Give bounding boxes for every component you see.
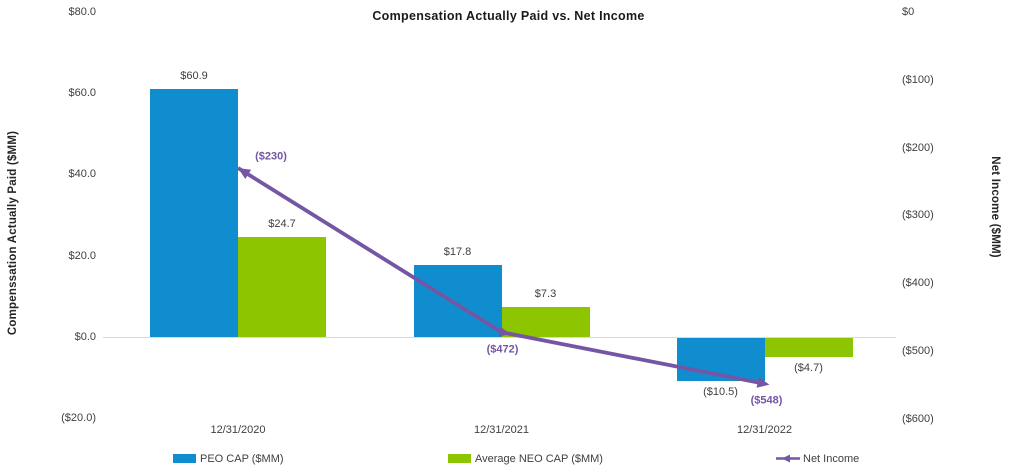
x-axis-label: 12/31/2022 xyxy=(736,424,793,436)
bar-avg-neo-cap-2021 xyxy=(501,307,590,337)
right-axis-tick: ($200) xyxy=(902,141,934,154)
bar-label-avg-neo-cap-2022: ($4.7) xyxy=(794,362,823,375)
bar-label-peo-cap-2020: $60.9 xyxy=(180,70,208,83)
left-axis-tick: $40.0 xyxy=(68,168,96,181)
legend-item-net-income: Net Income xyxy=(775,452,859,465)
net-income-label-2022: ($548) xyxy=(750,394,783,407)
legend-item-peo-cap: PEO CAP ($MM) xyxy=(173,452,284,465)
bar-avg-neo-cap-2020 xyxy=(238,236,326,337)
net-income-label-2020: ($230) xyxy=(255,150,287,163)
bar-avg-neo-cap-2022 xyxy=(764,338,853,358)
legend-item-avg-neo-cap-swatch-icon xyxy=(448,454,471,463)
left-axis-tick: $60.0 xyxy=(68,87,96,100)
left-axis-tick: ($20.0) xyxy=(61,412,96,425)
x-axis-line xyxy=(103,337,896,338)
net-income-label-2021: ($472) xyxy=(486,343,519,356)
x-axis-label: 12/31/2021 xyxy=(473,424,530,436)
right-axis-tick: ($100) xyxy=(902,73,934,86)
legend-item-net-income-line-arrow-icon xyxy=(776,454,800,463)
right-axis-tick: ($400) xyxy=(902,277,934,290)
bar-label-avg-neo-cap-2020: $24.7 xyxy=(268,217,296,230)
left-axis-tick: $20.0 xyxy=(68,249,96,262)
legend-item-peo-cap-swatch-icon xyxy=(173,454,196,463)
right-axis-tick: $0 xyxy=(902,6,915,18)
legend-item-avg-neo-cap-label: Average NEO CAP ($MM) xyxy=(475,452,603,465)
bar-label-peo-cap-2022: ($10.5) xyxy=(703,385,738,398)
legend-item-peo-cap-label: PEO CAP ($MM) xyxy=(200,452,284,465)
right-axis-tick: ($600) xyxy=(902,412,934,425)
x-axis-label: 12/31/2020 xyxy=(210,424,266,436)
left-axis-tick: $80.0 xyxy=(68,5,96,18)
legend-item-net-income-label: Net Income xyxy=(803,452,860,465)
chart-title: Compensation Actually Paid vs. Net Incom… xyxy=(372,9,645,23)
right-axis-tick: ($500) xyxy=(902,345,934,358)
bar-label-avg-neo-cap-2021: $7.3 xyxy=(534,288,557,301)
left-axis-tick: $0.0 xyxy=(74,331,96,343)
bar-peo-cap-2020 xyxy=(150,89,238,337)
bar-label-peo-cap-2021: $17.8 xyxy=(443,245,472,258)
right-axis-tick: ($300) xyxy=(902,209,934,222)
legend-item-avg-neo-cap: Average NEO CAP ($MM) xyxy=(448,452,603,465)
